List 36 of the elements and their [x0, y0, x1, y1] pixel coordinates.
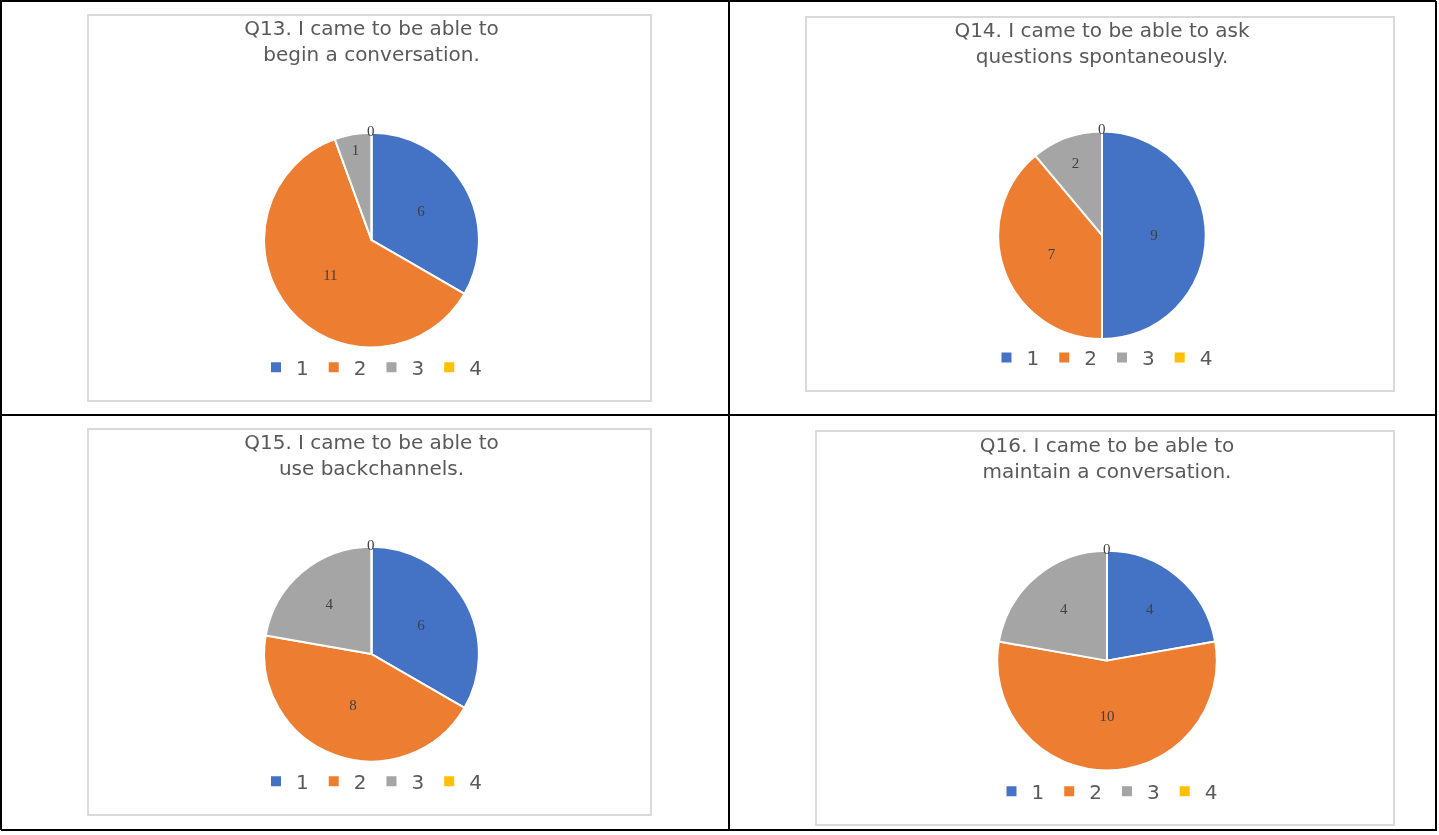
legend-label: 1 — [1026, 346, 1040, 371]
data-label: 4 — [1145, 601, 1154, 618]
legend-label: 3 — [1141, 346, 1155, 371]
legend-label: 2 — [353, 356, 367, 381]
text: 0 — [1098, 121, 1106, 137]
legend-label: 3 — [411, 356, 425, 381]
legend-label: 4 — [1204, 779, 1218, 804]
legend-label: 1 — [296, 356, 309, 381]
text: 0 — [367, 537, 375, 553]
data-label: 7 — [1047, 245, 1056, 262]
legend-label: 4 — [469, 770, 482, 795]
legend-label: 4 — [469, 356, 482, 381]
data-label: 2 — [1071, 154, 1080, 171]
legend-label: 2 — [1089, 779, 1102, 804]
data-label: 11 — [323, 266, 338, 283]
legend-label: 2 — [1084, 346, 1097, 371]
data-label: 6 — [417, 617, 426, 634]
data-label: 4 — [325, 595, 334, 612]
text: 0 — [1103, 541, 1111, 557]
legend-label: 4 — [1199, 346, 1213, 371]
data-label: 1 — [351, 141, 360, 158]
data-label: 9 — [1150, 227, 1158, 244]
chart-title: Q14. I came to be able to ask questions spontaneously. — [954, 17, 1251, 68]
chart-title: Q15. I came to be able to use backchannels. — [244, 430, 499, 481]
data-label: 4 — [1060, 601, 1069, 618]
chart-title: Q13. I came to be able to begin a conversation. — [244, 16, 499, 67]
legend-label: 1 — [1031, 779, 1045, 804]
legend-label: 3 — [1146, 779, 1160, 804]
data-label: 6 — [417, 203, 426, 220]
legend-label: 3 — [411, 770, 425, 795]
legend-label: 2 — [353, 770, 367, 795]
data-label: 10 — [1099, 707, 1115, 724]
legend-label: 1 — [296, 770, 309, 795]
text: 0 — [367, 123, 375, 139]
chart-title: Q16. I came to be able to maintain a conversation. — [979, 432, 1235, 483]
data-label: 8 — [349, 696, 357, 713]
